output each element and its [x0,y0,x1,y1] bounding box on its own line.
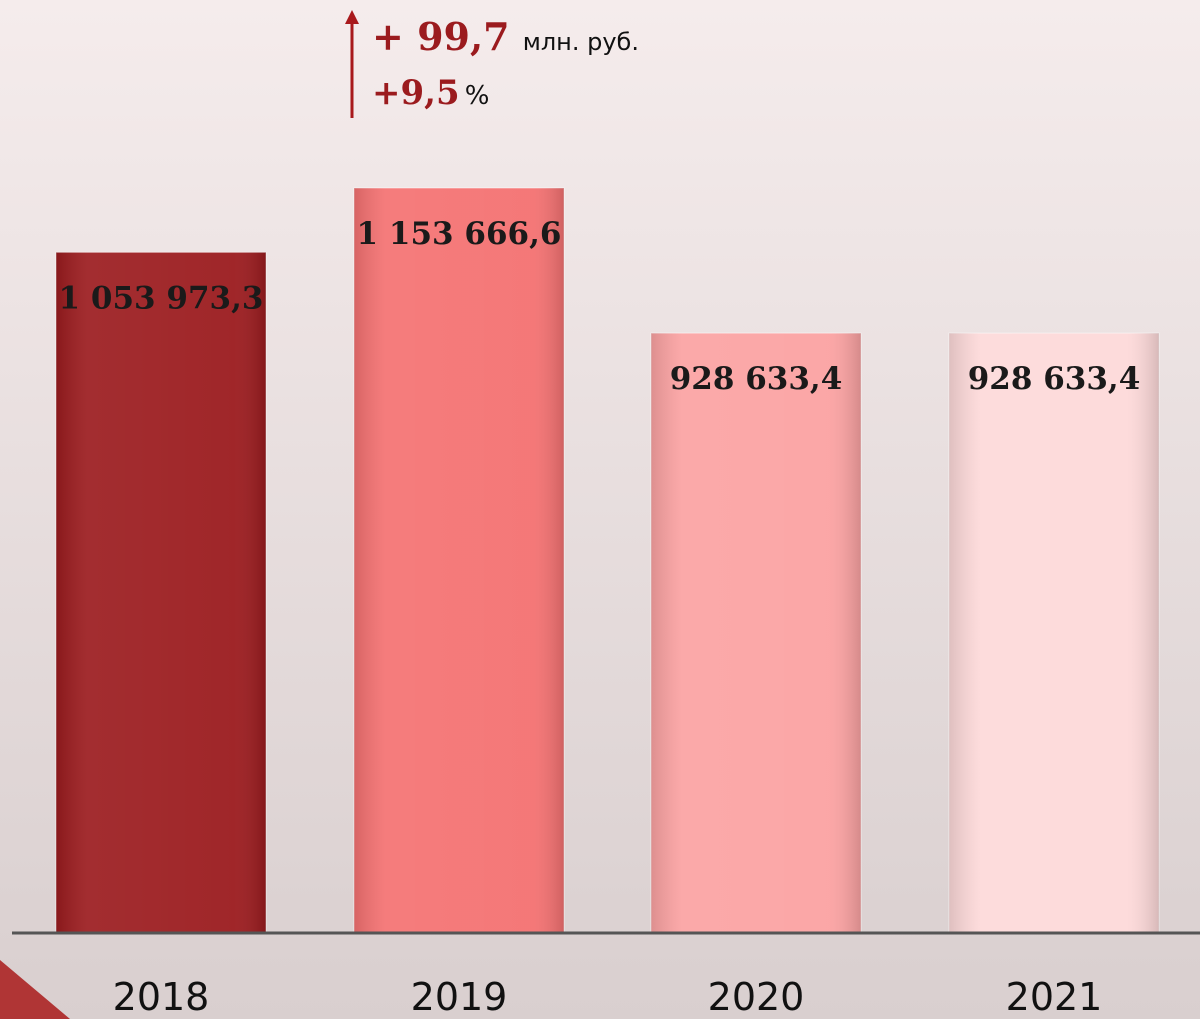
x-tick-label: 2021 [1006,975,1103,1019]
increase-unit: млн. руб. [523,28,639,56]
x-tick-label: 2019 [411,975,508,1019]
value-label: 1 053 973,3 [59,280,264,316]
percent-value: +9,5 [372,73,460,113]
increase-value: + 99,7 [372,14,510,59]
value-label: 928 633,4 [670,361,843,397]
arrow-head [345,10,359,24]
percent-sign: % [465,81,490,111]
corner-decoration [0,960,70,1019]
bar-bevel [354,188,564,932]
x-tick-label: 2020 [708,975,805,1019]
bar-bevel [949,333,1159,932]
value-label: 1 153 666,6 [357,216,562,252]
value-label: 928 633,4 [968,361,1141,397]
percent-annotation: +9,5 % [372,73,489,113]
bars: 1 053 973,3 1 153 666,6 928 633,4 928 633,4 [55,187,1160,933]
x-tick-label: 2018 [113,975,210,1019]
bar-bevel [56,252,266,933]
increase-annotation: + 99,7 млн. руб. [372,14,639,59]
bar-bevel [651,333,861,932]
